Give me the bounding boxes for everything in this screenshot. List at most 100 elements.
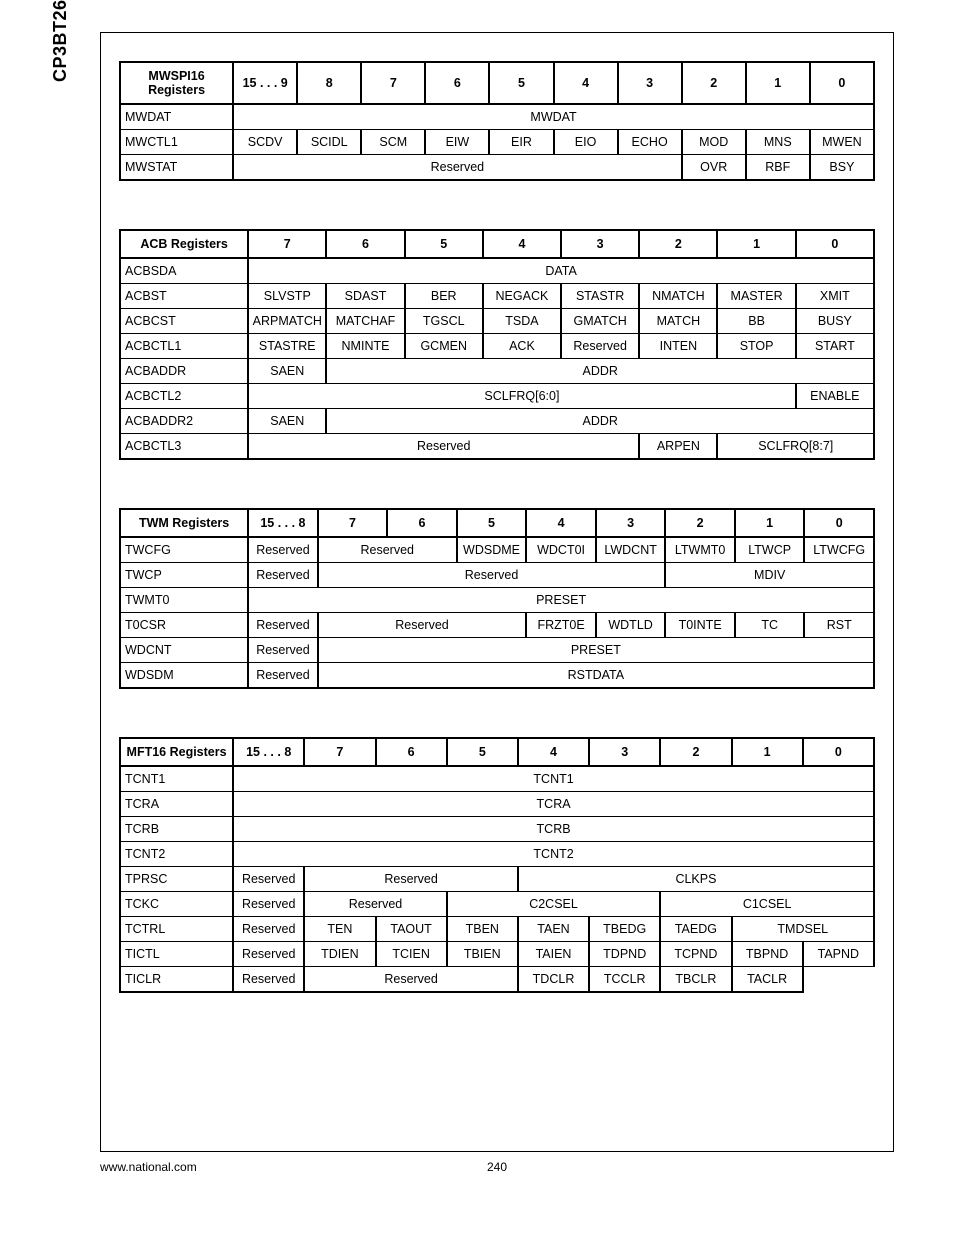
register-field: NMATCH	[639, 284, 717, 309]
register-field: TBEDG	[589, 917, 660, 942]
register-field: Reserved	[233, 917, 304, 942]
bit-column-header: 0	[810, 62, 874, 104]
register-field: C1CSEL	[660, 892, 874, 917]
register-name: TCTRL	[120, 917, 233, 942]
table-header-title: ACB Registers	[120, 230, 248, 258]
register-field: WDSDME	[457, 537, 527, 563]
register-field: TBIEN	[447, 942, 518, 967]
table-header-title: MWSPI16 Registers	[120, 62, 233, 104]
register-field: TCCLR	[589, 967, 660, 993]
register-field: RBF	[746, 155, 810, 181]
register-field: ADDR	[326, 359, 874, 384]
register-field: TDPND	[589, 942, 660, 967]
register-field: MDIV	[665, 563, 874, 588]
register-field: CLKPS	[518, 867, 874, 892]
register-field: MATCHAF	[326, 309, 404, 334]
table-header-title: TWM Registers	[120, 509, 248, 537]
register-field: Reserved	[233, 967, 304, 993]
mwspi16-table: MWSPI16 Registers15 . . . 9876543210MWDA…	[119, 61, 875, 181]
register-field: EIO	[554, 130, 618, 155]
bit-column-header: 5	[447, 738, 518, 766]
register-name: ACBCST	[120, 309, 248, 334]
bit-column-header: 2	[660, 738, 731, 766]
register-field: Reserved	[233, 892, 304, 917]
bit-column-header: 5	[489, 62, 553, 104]
register-name: ACBSDA	[120, 258, 248, 284]
register-field: Reserved	[233, 155, 682, 181]
register-field: TGSCL	[405, 309, 483, 334]
register-field: Reserved	[304, 967, 518, 993]
register-field: TBEN	[447, 917, 518, 942]
register-field: TDCLR	[518, 967, 589, 993]
register-field: BSY	[810, 155, 874, 181]
register-field: PRESET	[318, 638, 874, 663]
register-field: SAEN	[248, 359, 326, 384]
register-name: ACBADDR2	[120, 409, 248, 434]
register-field: START	[796, 334, 874, 359]
bit-column-header: 6	[387, 509, 457, 537]
register-field: Reserved	[233, 867, 304, 892]
footer-spacer	[629, 1160, 894, 1174]
register-name: ACBCTL2	[120, 384, 248, 409]
register-field: INTEN	[639, 334, 717, 359]
register-field: TAIEN	[518, 942, 589, 967]
register-field: GMATCH	[561, 309, 639, 334]
register-name: TWCP	[120, 563, 248, 588]
register-field: EIW	[425, 130, 489, 155]
bit-column-header: 0	[804, 509, 874, 537]
register-field: LWDCNT	[596, 537, 666, 563]
register-field: ARPMATCH	[248, 309, 326, 334]
acb-table: ACB Registers76543210ACBSDADATAACBSTSLVS…	[119, 229, 875, 460]
bit-column-header: 15 . . . 8	[248, 509, 318, 537]
bit-column-header: 5	[405, 230, 483, 258]
register-field: Reserved	[248, 638, 318, 663]
register-field: Reserved	[248, 613, 318, 638]
register-field: TCNT1	[233, 766, 874, 792]
register-field: FRZT0E	[526, 613, 596, 638]
bit-column-header: 7	[248, 230, 326, 258]
chip-label: CP3BT26	[50, 0, 71, 82]
register-name: MWDAT	[120, 104, 233, 130]
register-field: Reserved	[304, 892, 446, 917]
register-field: SCLFRQ[8:7]	[717, 434, 874, 460]
register-field: TCRB	[233, 817, 874, 842]
mft16-table: MFT16 Registers15 . . . 876543210TCNT1TC…	[119, 737, 875, 993]
register-field: ACK	[483, 334, 561, 359]
register-field: LTWMT0	[665, 537, 735, 563]
register-name: TWCFG	[120, 537, 248, 563]
bit-column-header: 2	[682, 62, 746, 104]
register-field: STOP	[717, 334, 795, 359]
register-field: Reserved	[248, 663, 318, 689]
bit-column-header: 4	[554, 62, 618, 104]
register-field: BB	[717, 309, 795, 334]
register-field: Reserved	[561, 334, 639, 359]
register-field: ECHO	[618, 130, 682, 155]
register-field: WDTLD	[596, 613, 666, 638]
register-name: ACBCTL1	[120, 334, 248, 359]
register-field: Reserved	[248, 537, 318, 563]
bit-column-header: 7	[304, 738, 375, 766]
register-field: TCPND	[660, 942, 731, 967]
register-field: Reserved	[318, 563, 666, 588]
page-footer: www.national.com 240	[100, 1160, 894, 1174]
register-field: MWEN	[810, 130, 874, 155]
register-field: LTWCP	[735, 537, 805, 563]
register-field: MOD	[682, 130, 746, 155]
register-field: TCRA	[233, 792, 874, 817]
register-field: TAEDG	[660, 917, 731, 942]
register-name: TCNT2	[120, 842, 233, 867]
footer-page-number: 240	[365, 1160, 630, 1174]
register-field: ADDR	[326, 409, 874, 434]
register-field: WDCT0I	[526, 537, 596, 563]
bit-column-header: 7	[318, 509, 388, 537]
bit-column-header: 4	[526, 509, 596, 537]
register-field: SLVSTP	[248, 284, 326, 309]
register-field: BUSY	[796, 309, 874, 334]
bit-column-header: 6	[425, 62, 489, 104]
register-field: MNS	[746, 130, 810, 155]
register-field: LTWCFG	[804, 537, 874, 563]
bit-column-header: 3	[561, 230, 639, 258]
register-field: BER	[405, 284, 483, 309]
register-field: ENABLE	[796, 384, 874, 409]
bit-column-header: 5	[457, 509, 527, 537]
